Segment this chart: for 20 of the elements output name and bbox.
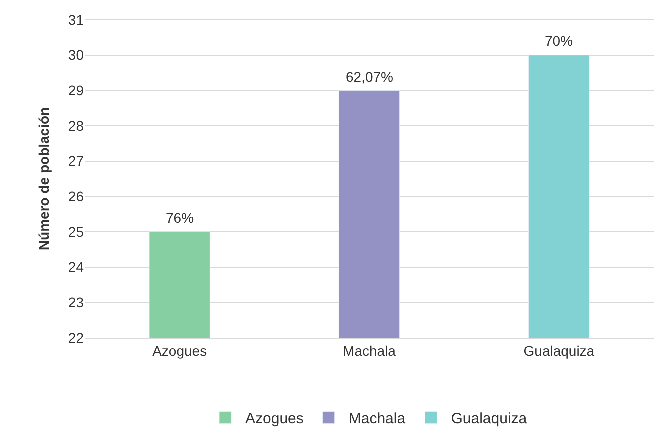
y-tick-label: 30 [68,47,84,64]
y-axis-title: Número de población [36,107,52,251]
x-tick-label: Machala [343,342,396,359]
y-tick-label: 28 [68,118,84,134]
annotation: 62,07% [346,69,394,85]
y-tick-label: 24 [68,259,84,276]
y-tick-label: 29 [68,82,84,99]
legend-label: Azogues [246,410,304,428]
x-tick-label: Gualaquiza [524,342,595,359]
y-tick-label: 22 [68,330,84,346]
y-tick-label: 25 [68,224,84,240]
y-tick-label: 27 [68,153,84,170]
y-tick-label: 26 [68,188,84,205]
legend-label: Gualaquiza [451,410,528,428]
annotation: 76% [166,210,194,226]
y-tick-label: 23 [68,294,84,311]
legend-label: Machala [348,410,406,428]
annotation: 70% [545,33,574,49]
x-tick-label: Azogues [152,342,208,359]
y-tick-label: 31 [68,12,84,28]
